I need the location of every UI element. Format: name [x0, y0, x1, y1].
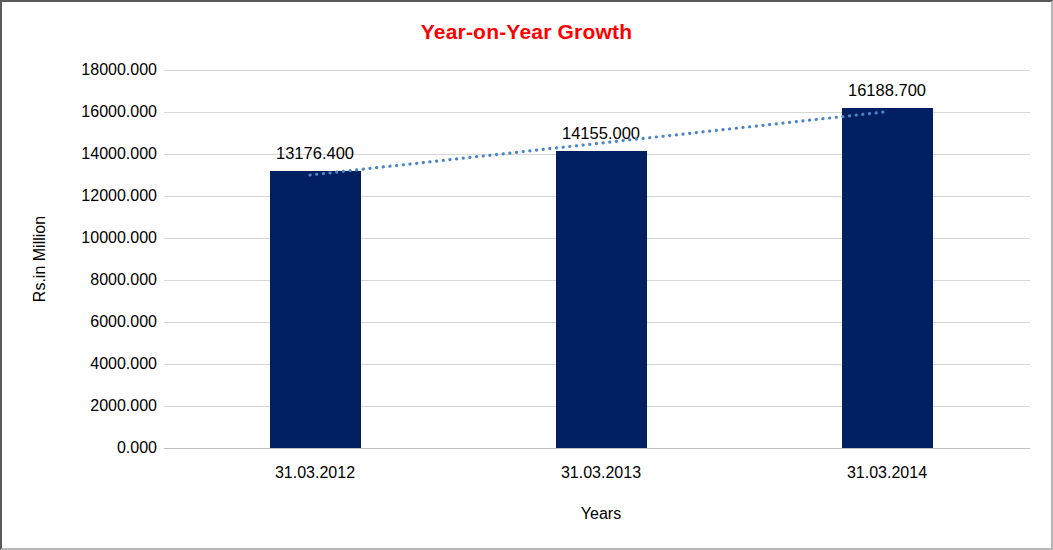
chart-title: Year-on-Year Growth: [0, 20, 1053, 44]
chart-container: Year-on-Year Growth Rs.in Million 0.000 2…: [0, 0, 1053, 550]
bar-31.03.2012: [270, 171, 361, 448]
y-axis-tick-label: 2000.000: [0, 397, 157, 415]
bar-31.03.2013: [556, 151, 647, 448]
gridline: [164, 70, 1030, 71]
bar-data-label: 13176.400: [235, 144, 395, 163]
y-axis-tick-label: 18000.000: [0, 61, 157, 79]
bar-data-label: 16188.700: [807, 81, 967, 100]
y-axis-tick-label: 4000.000: [0, 355, 157, 373]
x-axis-line: [164, 448, 1030, 449]
x-axis-tick-label: 31.03.2014: [807, 464, 967, 482]
y-axis-tick-label: 0.000: [0, 439, 157, 457]
x-axis-tick-label: 31.03.2012: [235, 464, 395, 482]
bar-data-label: 14155.000: [521, 124, 681, 143]
y-axis-tick-label: 10000.000: [0, 229, 157, 247]
x-axis-tick-label: 31.03.2013: [521, 464, 681, 482]
y-axis-tick-label: 8000.000: [0, 271, 157, 289]
x-axis-title: Years: [172, 505, 1030, 523]
y-axis-tick-label: 14000.000: [0, 145, 157, 163]
y-axis-title: Rs.in Million: [31, 159, 49, 359]
bar-31.03.2014: [842, 108, 933, 448]
y-axis-tick-label: 16000.000: [0, 103, 157, 121]
y-axis-tick-label: 6000.000: [0, 313, 157, 331]
y-axis-tick-label: 12000.000: [0, 187, 157, 205]
